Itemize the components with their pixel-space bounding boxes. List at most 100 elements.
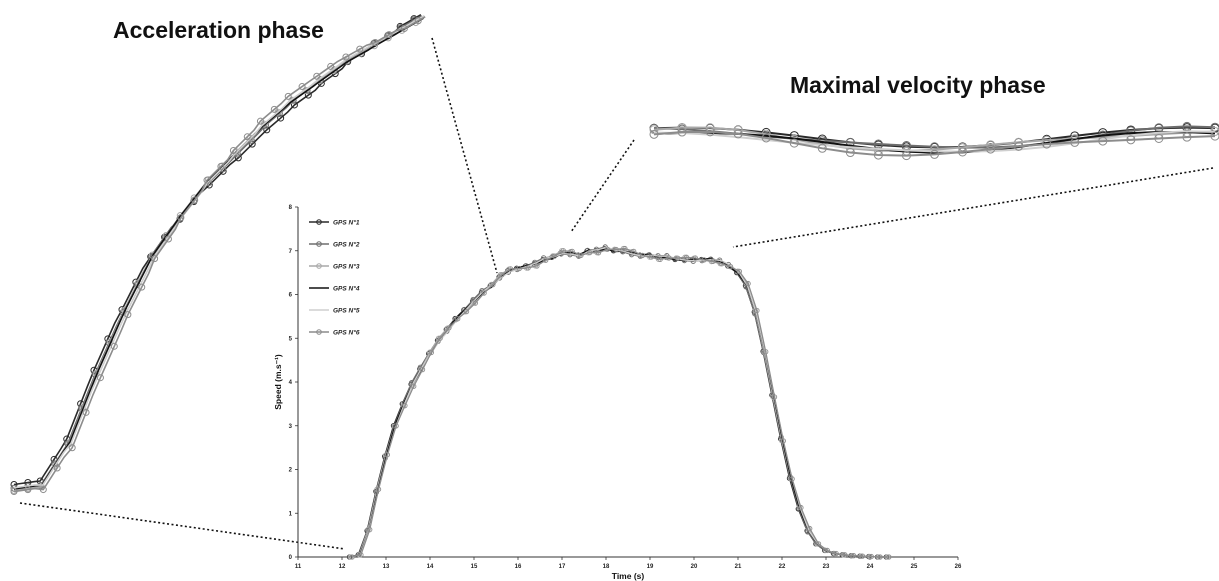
max-inset-series-5 — [653, 130, 1216, 153]
data-point — [842, 552, 848, 558]
max-inset-line — [653, 130, 1216, 153]
series-line — [351, 246, 889, 558]
accel-inset-series-4 — [13, 17, 424, 490]
legend-label: GPS N°2 — [333, 241, 360, 249]
data-point — [384, 452, 390, 458]
series-line — [351, 247, 889, 558]
data-point — [375, 486, 382, 492]
y-tick-label: 6 — [289, 293, 293, 299]
data-point — [701, 257, 707, 263]
data-point — [490, 281, 496, 288]
accel-inset-point — [284, 92, 292, 100]
data-point — [851, 553, 857, 559]
max-inset-point — [1126, 135, 1136, 145]
max-inset-point — [958, 147, 968, 157]
maximal-velocity-phase-title: Maximal velocity phase — [790, 72, 1046, 98]
data-point — [763, 349, 769, 355]
accel-inset-point — [191, 196, 199, 204]
y-tick-label: 8 — [289, 205, 293, 211]
series-4 — [350, 248, 888, 558]
data-point — [710, 258, 716, 265]
max-inset-point — [649, 129, 659, 139]
accel-inset-point — [82, 408, 90, 416]
data-point — [877, 554, 883, 560]
accel-inset-point — [151, 255, 159, 263]
legend-marker — [316, 241, 322, 247]
accel-inset-line — [13, 17, 424, 492]
series-3 — [347, 245, 890, 560]
max-inset-point — [817, 143, 827, 153]
y-axis-label: Speed (m.s⁻¹) — [273, 354, 283, 410]
x-tick-label: 16 — [515, 564, 522, 570]
x-tick-label: 19 — [647, 564, 654, 570]
x-tick-label: 20 — [691, 564, 698, 570]
y-tick-label: 2 — [289, 468, 293, 474]
data-point — [859, 553, 866, 559]
data-point — [622, 245, 628, 252]
data-point — [657, 256, 663, 263]
data-point — [648, 254, 654, 260]
data-point — [886, 554, 892, 560]
data-point — [499, 272, 505, 278]
connector-max-right — [732, 167, 1214, 248]
x-tick-label: 25 — [911, 564, 918, 570]
legend-marker — [316, 263, 322, 269]
legend-marker — [316, 329, 322, 335]
accel-inset-point — [68, 444, 76, 452]
max-inset-point — [1182, 132, 1192, 142]
series-layer — [346, 244, 892, 560]
connector-accel-bottom — [19, 502, 346, 550]
data-point — [543, 257, 549, 263]
x-tick-label: 24 — [867, 564, 874, 570]
accel-inset-series-2 — [10, 15, 423, 492]
y-tick-label: 1 — [289, 511, 293, 517]
data-point — [692, 255, 698, 261]
accel-inset-point — [243, 133, 251, 141]
accel-inset-point — [53, 464, 61, 472]
accel-inset-point — [277, 114, 285, 122]
accel-inset-point — [313, 72, 321, 80]
data-point — [402, 403, 408, 409]
data-point — [463, 308, 470, 315]
x-tick-label: 17 — [559, 564, 566, 570]
data-point — [507, 266, 514, 272]
y-tick-label: 5 — [289, 336, 293, 342]
y-tick-label: 4 — [289, 380, 293, 386]
x-tick-label: 12 — [339, 564, 346, 570]
x-tick-label: 26 — [955, 564, 962, 570]
data-point — [525, 265, 531, 271]
data-point — [516, 265, 522, 272]
series-line — [350, 247, 888, 558]
x-tick-label: 11 — [295, 564, 302, 570]
data-point — [639, 252, 646, 259]
max-inset-point — [761, 133, 771, 143]
data-point — [824, 547, 830, 554]
data-point — [437, 335, 443, 341]
max-inset-point — [901, 151, 911, 161]
max-inset-line — [653, 130, 1216, 157]
max-inset-point — [1042, 139, 1052, 149]
maximal-velocity-inset — [649, 121, 1219, 161]
accel-inset-point — [371, 38, 379, 46]
connector-accel-top — [431, 37, 498, 274]
data-point — [675, 255, 681, 261]
series-6 — [349, 245, 892, 560]
data-point — [798, 504, 804, 511]
max-inset-point — [1098, 136, 1108, 146]
accel-inset-point — [24, 486, 32, 494]
accel-inset-point — [138, 283, 146, 291]
max-inset-point — [986, 144, 996, 154]
accel-inset-point — [164, 235, 172, 243]
accel-inset-line — [13, 13, 422, 486]
data-point — [595, 250, 602, 256]
data-point — [349, 554, 355, 560]
x-tick-label: 14 — [427, 564, 434, 570]
data-point — [631, 248, 637, 255]
accel-inset-point — [327, 62, 335, 70]
accel-inset-point — [96, 374, 104, 382]
data-point — [393, 423, 399, 429]
data-point — [833, 550, 839, 557]
x-tick-label: 13 — [383, 564, 390, 570]
data-point — [683, 254, 690, 260]
